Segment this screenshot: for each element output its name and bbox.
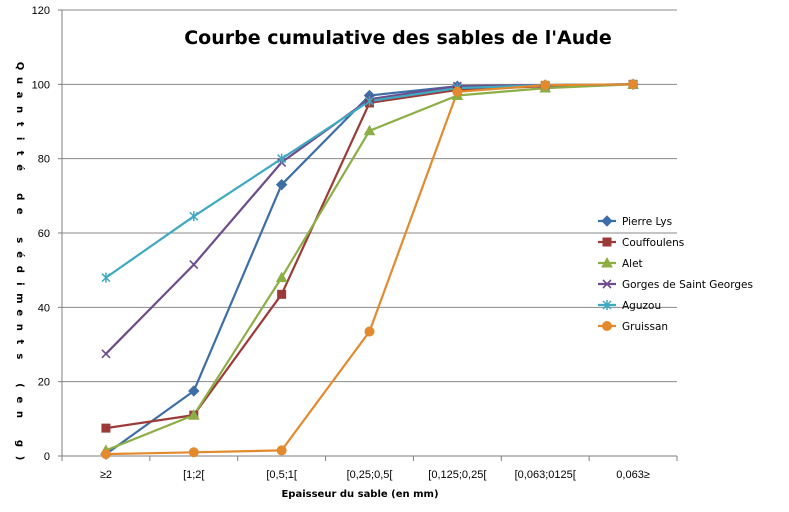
data-point xyxy=(364,96,375,107)
data-point xyxy=(363,124,376,136)
y-axis-label-char: ( xyxy=(14,383,25,388)
y-axis-label-char: m xyxy=(14,293,25,303)
y-axis-label-char: a xyxy=(14,92,25,99)
data-point xyxy=(364,326,375,337)
x-tick-label: [1;2[ xyxy=(183,469,204,481)
legend-label: Gorges de Saint Georges xyxy=(622,279,753,291)
data-point xyxy=(188,447,199,458)
data-point xyxy=(452,86,463,97)
y-axis-label-char: i xyxy=(14,137,25,140)
y-axis-label-char: n xyxy=(14,324,25,331)
data-point xyxy=(275,271,288,283)
y-axis-label-char: g xyxy=(14,440,25,447)
x-tick-label: ≥2 xyxy=(100,469,112,481)
data-point xyxy=(187,409,200,420)
data-point xyxy=(101,423,111,433)
y-axis-label-char: ) xyxy=(14,456,25,461)
data-point xyxy=(277,289,287,299)
legend-marker xyxy=(601,215,613,227)
legend-label: Pierre Lys xyxy=(622,216,672,228)
legend-marker xyxy=(602,321,612,331)
y-axis-label-char: Q xyxy=(14,62,25,71)
y-axis-label-char: é xyxy=(14,251,26,258)
y-tick-label: 0 xyxy=(44,451,50,463)
y-axis-label-char: e xyxy=(14,309,25,316)
y-tick-label: 80 xyxy=(38,154,50,166)
y-axis-label-char: t xyxy=(14,340,25,345)
y-axis-label-char: s xyxy=(14,353,25,359)
data-point xyxy=(275,178,288,191)
x-tick-label: [0,063;0125[ xyxy=(515,469,576,481)
data-point xyxy=(189,211,199,222)
data-point xyxy=(628,79,639,90)
data-point xyxy=(276,445,287,456)
x-tick-label: 0,063≥ xyxy=(616,469,650,481)
axes: 0 20 40 60 80 100 120 ≥2 [1;2[ [0,5;1[ [0,25;0,5[ [… xyxy=(32,5,678,481)
data-point xyxy=(101,349,111,359)
legend-marker xyxy=(602,279,612,289)
x-axis-label: Epaisseur du sable (en mm) xyxy=(281,489,438,500)
data-point xyxy=(101,272,111,283)
grid xyxy=(62,9,677,383)
data-point xyxy=(189,260,199,270)
legend-marker xyxy=(602,300,612,310)
y-tick-label: 100 xyxy=(32,79,50,91)
y-axis-label-char: e xyxy=(14,208,25,215)
chart-title: Courbe cumulative des sables de l'Aude xyxy=(184,27,612,49)
y-axis-label-char: t xyxy=(14,151,25,156)
y-tick-label: 120 xyxy=(32,5,50,17)
legend-marker xyxy=(602,237,612,247)
y-tick-label: 60 xyxy=(38,228,50,240)
x-tick-label: [0,5;1[ xyxy=(266,469,297,481)
y-axis-label-char: t xyxy=(14,122,25,127)
y-axis-label-char: d xyxy=(14,193,25,200)
series-markers xyxy=(100,78,639,460)
data-point xyxy=(188,385,200,397)
data-point xyxy=(540,80,551,91)
y-axis-label-char: u xyxy=(14,77,25,84)
data-point xyxy=(277,153,287,164)
legend-label: Gruissan xyxy=(622,321,668,333)
data-point xyxy=(100,449,111,460)
y-axis-label-char: e xyxy=(14,397,25,404)
legend-label: Alet xyxy=(622,258,643,270)
legend-label: Aguzou xyxy=(622,300,661,312)
x-tick-label: [0,125;0,25[ xyxy=(428,469,486,481)
y-axis-label-char: d xyxy=(14,266,25,273)
x-tick-label: [0,25;0,5[ xyxy=(347,469,393,481)
y-axis-label-char: n xyxy=(14,411,25,418)
legend-label: Couffoulens xyxy=(622,237,684,249)
y-axis-label-char: s xyxy=(14,237,25,243)
legend-marker xyxy=(601,256,613,268)
y-tick-label: 20 xyxy=(38,377,50,389)
y-tick-label: 40 xyxy=(38,302,50,314)
y-axis-label-char: n xyxy=(14,106,25,113)
y-axis-label-char: i xyxy=(14,282,25,285)
y-axis-label-char: é xyxy=(14,164,26,171)
legend: Pierre Lys Couffoulens Alet Gorges de Saint… xyxy=(598,215,753,333)
